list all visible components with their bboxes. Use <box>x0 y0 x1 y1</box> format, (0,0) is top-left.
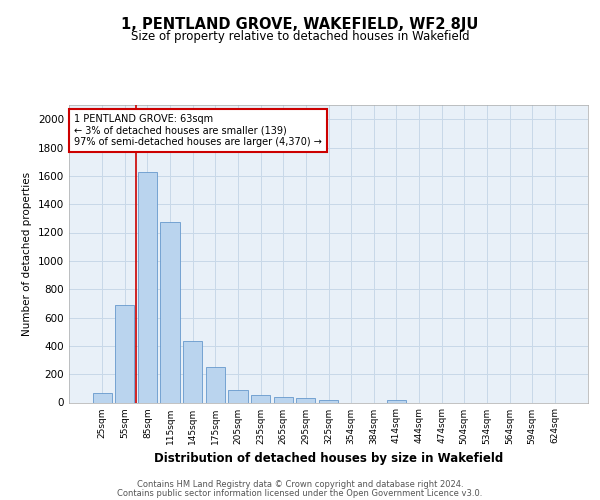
Bar <box>251 394 270 402</box>
Bar <box>92 394 112 402</box>
Text: Contains HM Land Registry data © Crown copyright and database right 2024.: Contains HM Land Registry data © Crown c… <box>137 480 463 489</box>
Bar <box>319 400 338 402</box>
Text: Size of property relative to detached houses in Wakefield: Size of property relative to detached ho… <box>131 30 469 43</box>
Text: Contains public sector information licensed under the Open Government Licence v3: Contains public sector information licen… <box>118 488 482 498</box>
Bar <box>387 400 406 402</box>
Bar <box>115 304 134 402</box>
Bar <box>206 367 225 402</box>
Bar <box>183 341 202 402</box>
Y-axis label: Number of detached properties: Number of detached properties <box>22 172 32 336</box>
Text: 1, PENTLAND GROVE, WAKEFIELD, WF2 8JU: 1, PENTLAND GROVE, WAKEFIELD, WF2 8JU <box>121 18 479 32</box>
Bar <box>229 390 248 402</box>
Text: 1 PENTLAND GROVE: 63sqm
← 3% of detached houses are smaller (139)
97% of semi-de: 1 PENTLAND GROVE: 63sqm ← 3% of detached… <box>74 114 322 147</box>
Bar <box>296 398 316 402</box>
X-axis label: Distribution of detached houses by size in Wakefield: Distribution of detached houses by size … <box>154 452 503 465</box>
Bar <box>274 397 293 402</box>
Bar <box>138 172 157 402</box>
Bar <box>160 222 180 402</box>
